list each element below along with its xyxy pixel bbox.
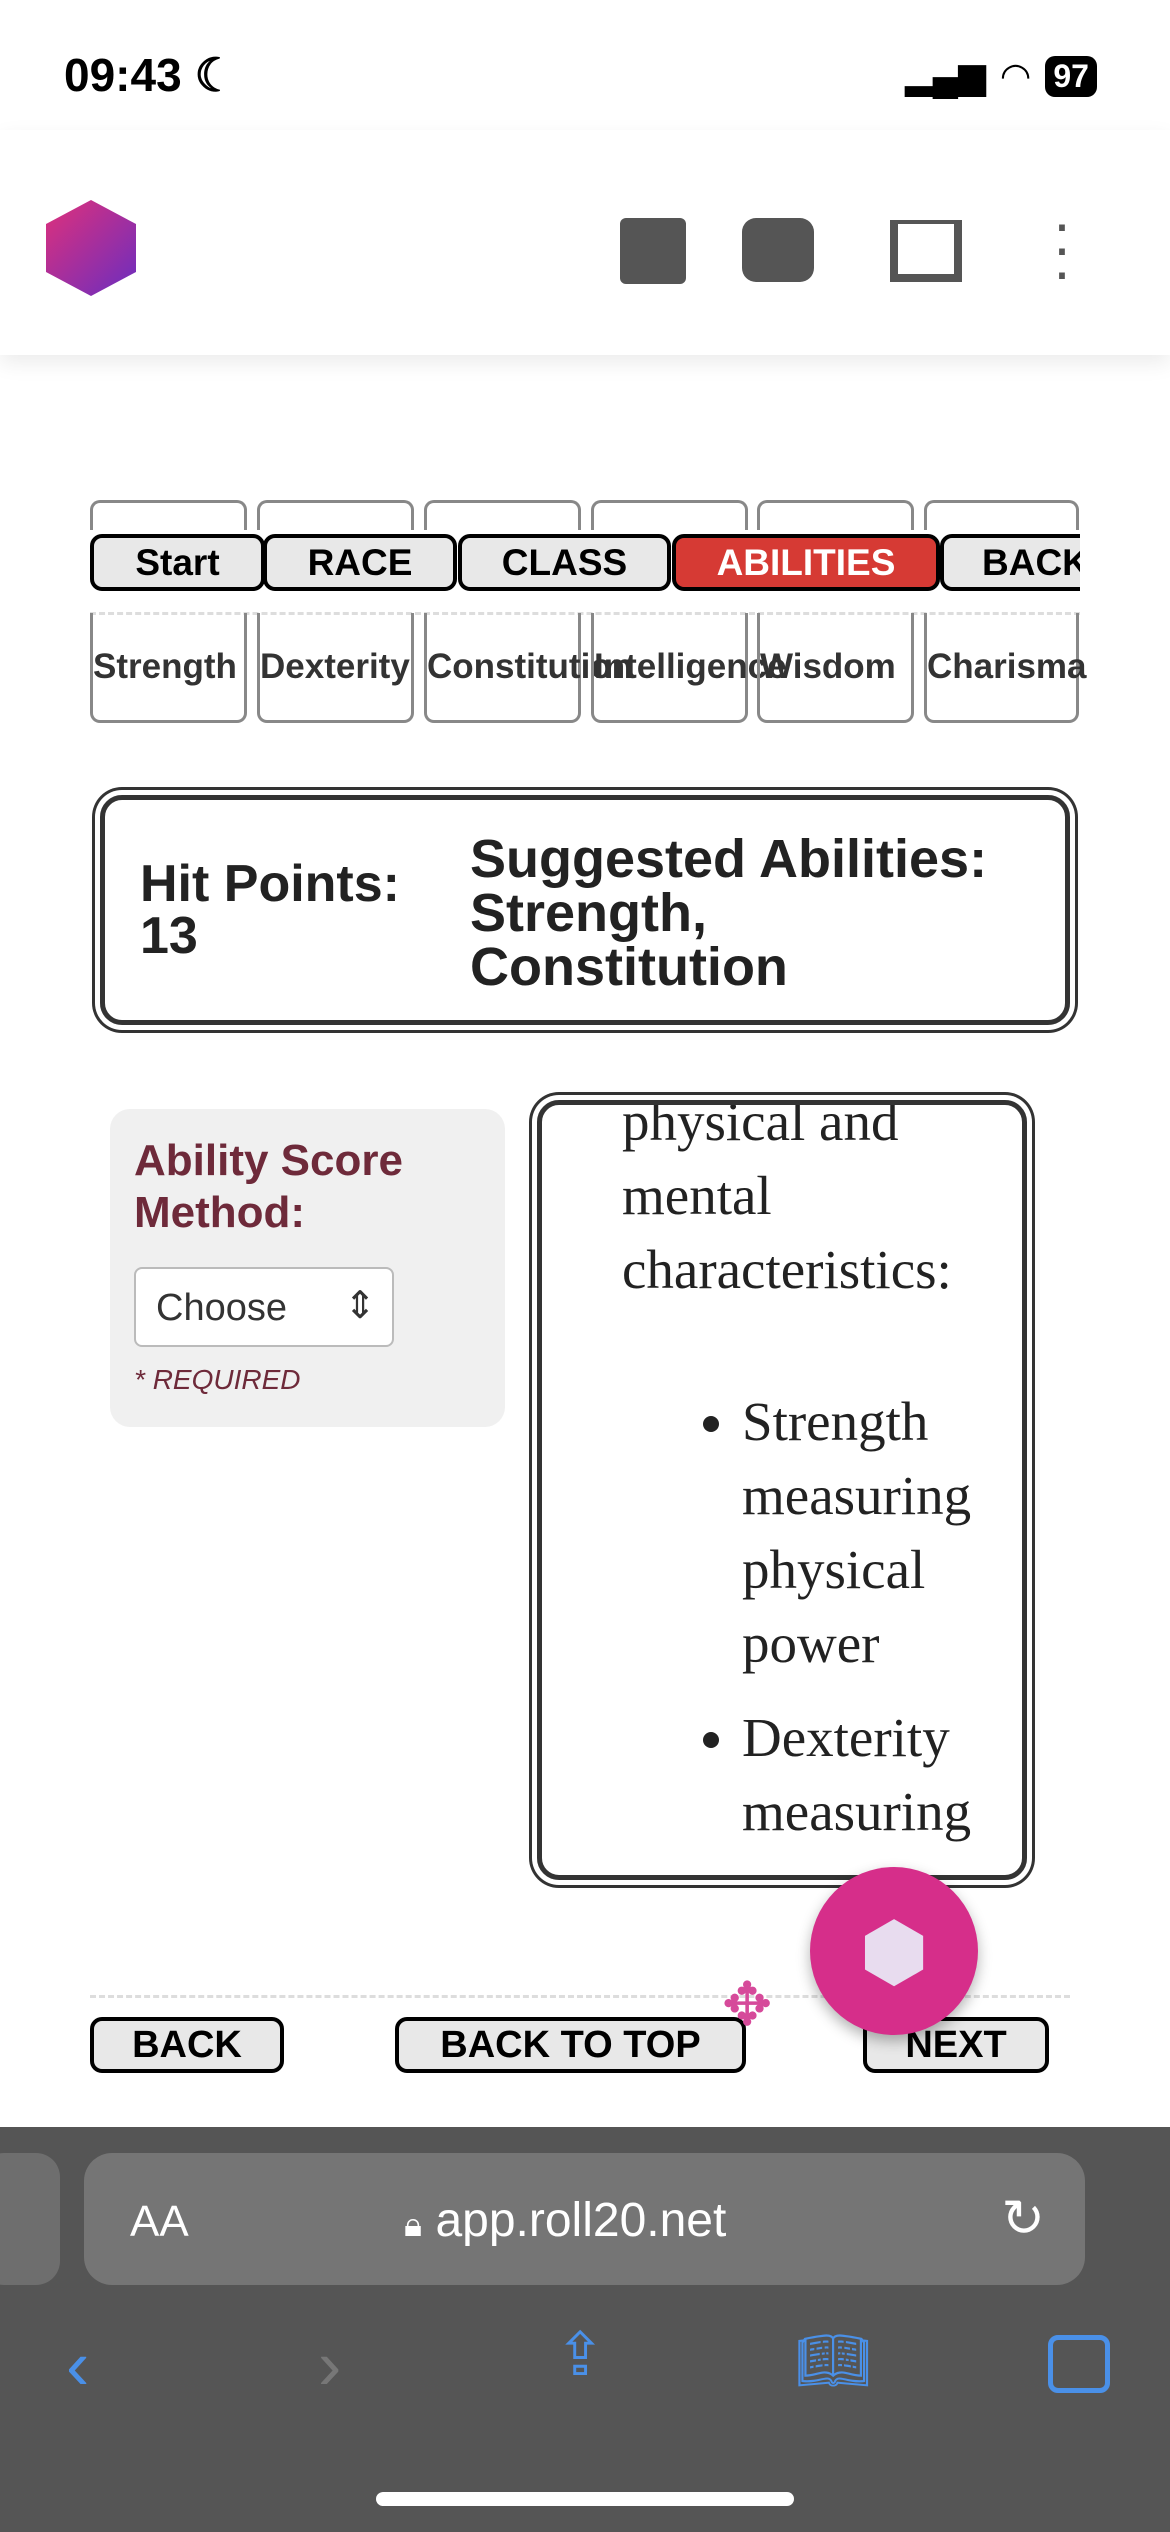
signal-icon: ▂▄▆ [905, 55, 986, 96]
lock-icon: 🔒︎ [404, 2206, 423, 2244]
forward-nav-icon[interactable]: › [318, 2326, 342, 2404]
more-menu-icon[interactable]: · · · [1052, 190, 1072, 305]
method-select[interactable]: Choose ⇕ [134, 1267, 394, 1347]
reload-icon[interactable]: ↻ [1001, 2190, 1045, 2248]
tab-start[interactable]: Start [90, 534, 265, 591]
tab-background[interactable]: BACK [940, 534, 1080, 591]
back-button[interactable]: BACK [90, 2017, 284, 2073]
back-to-top-button[interactable]: BACK TO TOP [395, 2017, 746, 2073]
tab-class[interactable]: CLASS [458, 534, 671, 591]
bookmarks-icon[interactable]: 📖︎ [795, 2327, 872, 2394]
address-bar[interactable]: AA 🔒︎ app.roll20.net ↻ [84, 2153, 1085, 2285]
move-handle-icon[interactable]: ✥ [722, 1971, 773, 2038]
battery-icon: 97 [1045, 55, 1097, 97]
app-header [0, 130, 1170, 355]
d20-icon: ⬢ [859, 1906, 929, 1996]
url-text[interactable]: 🔒︎ app.roll20.net [404, 2194, 727, 2247]
ability-strength[interactable]: Strength [90, 613, 247, 723]
hit-points: Hit Points: 13 [140, 855, 400, 965]
edit-icon[interactable] [620, 218, 686, 284]
ability-dexterity[interactable]: Dexterity [257, 613, 414, 723]
ability-row: Strength Dexterity Constitution Intellig… [90, 610, 1087, 730]
profile-logo[interactable] [46, 200, 136, 296]
moon-icon: ☾ [194, 49, 236, 101]
share-icon[interactable]: ⇪ [555, 2321, 606, 2388]
tab-race[interactable]: RACE [263, 534, 457, 591]
description-item: Strength measuring physical power [742, 1385, 971, 1681]
status-icons: ▂▄▆ ◠ 97 [905, 55, 1097, 97]
dice-roller-button[interactable]: ⬢ [810, 1867, 978, 2035]
home-indicator [376, 2492, 794, 2506]
method-panel: Ability Score Method: Choose ⇕ * REQUIRED [110, 1109, 505, 1427]
summary-frame [100, 795, 1070, 1025]
ability-charisma[interactable]: Charisma [924, 613, 1087, 723]
chevron-updown-icon: ⇕ [344, 1285, 376, 1327]
ability-wisdom[interactable]: Wisdom [757, 613, 914, 723]
description-frame: physical and mental characteristics: Str… [537, 1100, 1027, 1880]
wifi-icon: ◠ [999, 55, 1032, 96]
ability-intelligence[interactable]: Intelligence [591, 613, 787, 723]
back-nav-icon[interactable]: ‹ [66, 2326, 90, 2404]
description-intro: physical and mental characteristics: [622, 1100, 952, 1300]
description-item: Dexterity measuring [742, 1701, 971, 1849]
tabs-icon[interactable] [1048, 2335, 1110, 2393]
scroll-dice-icon[interactable] [742, 218, 814, 282]
book-icon[interactable] [890, 220, 962, 282]
tab-abilities[interactable]: ABILITIES [672, 534, 940, 591]
suggested-abilities: Suggested Abilities: Strength, Constituti… [470, 829, 988, 997]
method-label: Ability Score Method: [134, 1136, 403, 1237]
ability-constitution[interactable]: Constitution [424, 613, 633, 723]
reader-button[interactable]: AA [130, 2197, 189, 2246]
status-time: 09:43 ☾ [64, 49, 236, 101]
required-note: * REQUIRED [134, 1364, 301, 1395]
